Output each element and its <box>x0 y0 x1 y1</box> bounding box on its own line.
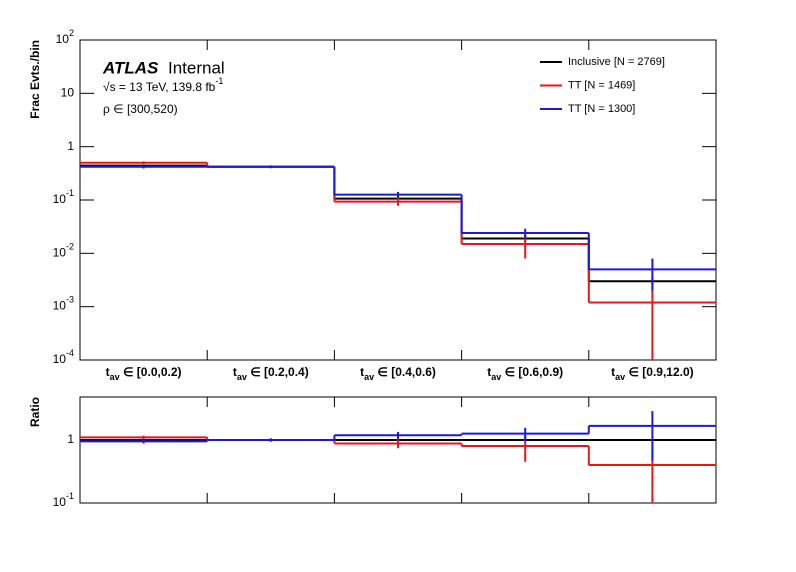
y-tick-label: 10-1​ <box>53 188 74 206</box>
atlas-label: ATLAS <box>102 58 159 77</box>
energy-label: √s = 13 TeV, 139.8 fb-1​ <box>103 76 223 94</box>
y-axis-label: Frac Evts./bin <box>28 40 42 119</box>
legend-label: TT [N = 1469] <box>568 79 635 91</box>
x-tick-label: tav​ ∈ [0.2,0.4) <box>233 365 309 382</box>
y-tick-label: 10-3​ <box>53 295 74 313</box>
y-tick-label: 1 <box>67 139 74 153</box>
y-tick-label: 10-2​ <box>53 242 74 260</box>
plot-frame <box>79 396 717 504</box>
x-tick-label: tav​ ∈ [0.9,12.0) <box>611 365 694 382</box>
internal-label: Internal <box>168 58 225 77</box>
y-tick-label: 10-4​ <box>53 348 74 366</box>
rho-label: ρ ∈ [300,520) <box>103 102 178 116</box>
legend-label: TT [N = 1300] <box>568 103 635 115</box>
y-tick-label: 1 <box>67 432 74 446</box>
x-tick-label: tav​ ∈ [0.4,0.6) <box>360 365 436 382</box>
x-tick-label: tav​ ∈ [0.0,0.2) <box>106 365 182 382</box>
y-tick-label: 10 <box>61 86 75 100</box>
ratio-axis-label: Ratio <box>28 397 42 427</box>
y-tick-label: 10-1​ <box>53 491 74 509</box>
x-tick-label: tav​ ∈ [0.6,0.9) <box>487 365 563 382</box>
y-tick-label: 102​ <box>56 28 74 46</box>
legend-label: Inclusive [N = 2769] <box>568 56 665 68</box>
